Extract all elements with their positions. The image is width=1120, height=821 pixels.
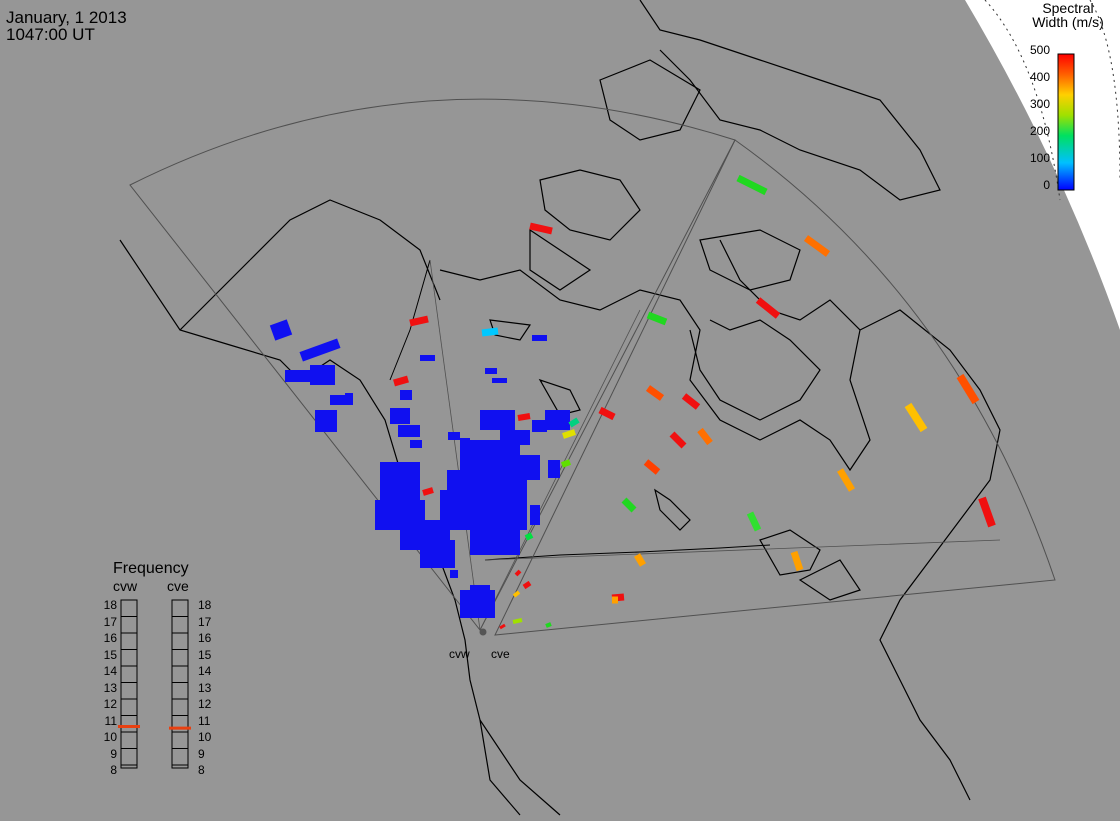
frequency-cve-level: 17 — [198, 614, 212, 629]
colorbar-gradient — [1057, 53, 1075, 191]
colorbar-tick-400: 400 — [1029, 70, 1050, 84]
frequency-cvw-level: 11 — [104, 713, 117, 728]
frequency-cvw-level: 9 — [110, 746, 117, 761]
colorbar-tick-300: 300 — [1029, 97, 1050, 111]
frequency-cve-level: 11 — [198, 713, 211, 728]
terminator-region — [965, 0, 1120, 330]
time-label: 1047:00 UT — [6, 25, 95, 44]
frequency-cve-level: 10 — [198, 730, 212, 744]
frequency-cvw-level: 17 — [103, 614, 117, 629]
frequency-cve-level: 15 — [198, 647, 212, 662]
colorbar-title-line2: Width (m/s) — [1032, 14, 1104, 30]
frequency-cvw-level: 15 — [103, 647, 117, 662]
radar-cve-label: cve — [491, 647, 510, 661]
cvw-echoes — [269, 319, 570, 618]
frequency-cve-level: 18 — [198, 598, 212, 612]
frequency-cve-level: 12 — [198, 697, 212, 711]
date-label: January, 1 2013 — [6, 8, 127, 27]
frequency-cvw-level: 10 — [103, 730, 117, 744]
colorbar-title-line1: Spectral — [1042, 0, 1094, 16]
frequency-cve-level: 9 — [198, 746, 205, 761]
colorbar-tick-500: 500 — [1029, 43, 1050, 57]
frequency-cvw-level: 13 — [103, 680, 117, 695]
frequency-cvw-label: cvw — [113, 578, 138, 594]
frequency-markers — [118, 724, 191, 730]
colorbar-tick-0: 0 — [1043, 178, 1050, 192]
frequency-gauge-ticks — [121, 616, 188, 766]
frequency-cve-level: 14 — [198, 664, 212, 678]
frequency-cve-level: 16 — [198, 631, 212, 645]
frequency-cvw-level: 16 — [103, 631, 117, 645]
frequency-cve-level: 8 — [198, 763, 205, 777]
coastlines — [119, 0, 1001, 816]
frequency-cvw-level: 14 — [103, 664, 117, 678]
frequency-cvw-level: 18 — [103, 598, 117, 612]
echo-cells-colored — [393, 174, 996, 630]
frequency-cvw-level: 12 — [103, 697, 117, 711]
frequency-title: Frequency — [113, 560, 189, 577]
radar-site-marker — [479, 628, 487, 636]
terminator-dotted-arc-2 — [1089, 0, 1120, 181]
frequency-cve-label: cve — [167, 578, 189, 594]
radar-cvw-label: cvw — [449, 647, 470, 661]
frequency-cve-level: 13 — [198, 680, 212, 695]
colorbar-tick-200: 200 — [1029, 124, 1050, 138]
colorbar-tick-100: 100 — [1029, 151, 1050, 165]
frequency-gauges — [120, 599, 189, 769]
frequency-cvw-level: 8 — [110, 763, 117, 777]
